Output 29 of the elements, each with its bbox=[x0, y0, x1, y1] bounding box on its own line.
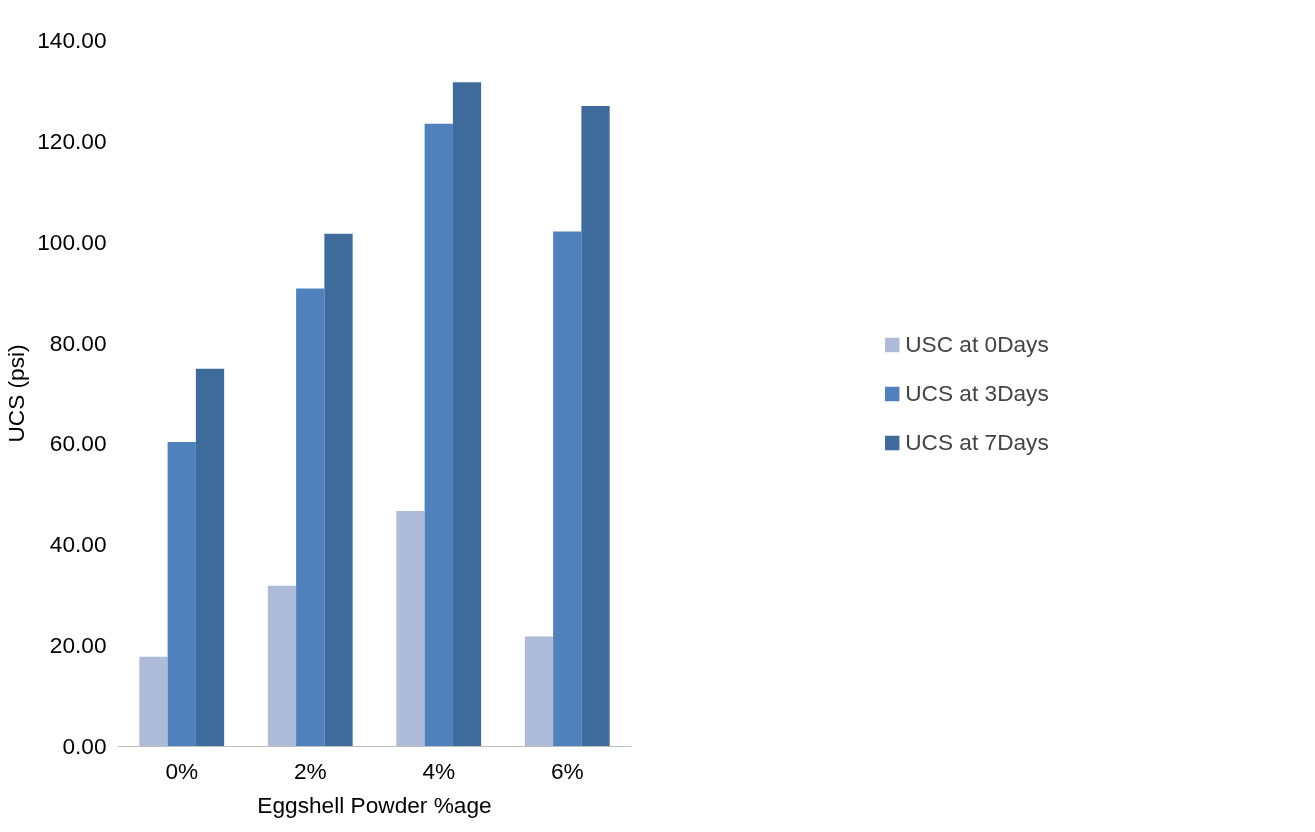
bar bbox=[524, 636, 554, 747]
bar bbox=[553, 231, 582, 747]
bar bbox=[396, 511, 425, 747]
x-tick-label: 6% bbox=[550, 757, 584, 784]
y-tick-label: 120.00 bbox=[37, 127, 107, 154]
y-tick-label: 100.00 bbox=[37, 228, 107, 255]
y-tick-label: 0.00 bbox=[62, 733, 107, 759]
bar bbox=[452, 82, 482, 747]
x-axis-title: Eggshell Powder %age bbox=[257, 791, 492, 818]
y-axis-title: UCS (psi) bbox=[3, 344, 30, 443]
x-tick-label: 0% bbox=[165, 757, 199, 784]
bar bbox=[167, 441, 196, 747]
bar bbox=[324, 233, 353, 747]
legend-label: USC at 0Days bbox=[905, 330, 1049, 358]
y-tick-label: 80.00 bbox=[49, 329, 107, 356]
bar bbox=[267, 585, 297, 747]
bar bbox=[139, 656, 168, 747]
y-tick-label: 40.00 bbox=[49, 531, 107, 558]
x-tick-label: 2% bbox=[293, 757, 327, 784]
y-tick-label: 140.00 bbox=[37, 27, 107, 53]
bar bbox=[296, 288, 325, 747]
bar bbox=[424, 123, 453, 747]
y-tick-label: 60.00 bbox=[49, 430, 107, 457]
bar bbox=[195, 368, 225, 747]
legend-label: UCS at 3Days bbox=[905, 379, 1049, 407]
y-tick-label: 20.00 bbox=[49, 632, 107, 659]
x-tick-label: 4% bbox=[422, 757, 456, 784]
legend-label: UCS at 7Days bbox=[905, 428, 1049, 456]
bar bbox=[581, 106, 610, 747]
